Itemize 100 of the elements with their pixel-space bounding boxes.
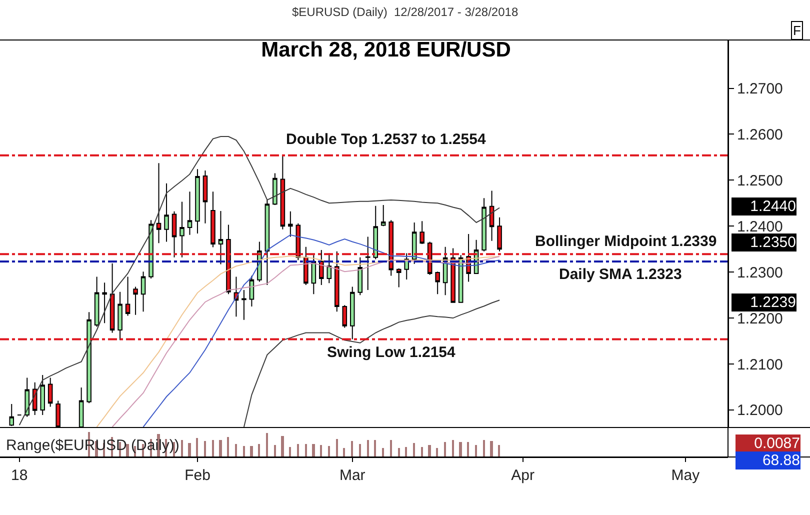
bar: [467, 442, 469, 457]
ref-line-label: Double Top 1.2537 to 1.2554: [286, 131, 486, 148]
y-tick-label: 1.2700: [737, 80, 783, 98]
bar: [398, 448, 400, 457]
chart-title: March 28, 2018 EUR/USD: [261, 38, 511, 62]
bar: [359, 444, 361, 457]
bar: [196, 438, 198, 457]
bar: [274, 445, 276, 457]
ref-line-label: Daily SMA 1.2323: [559, 266, 682, 283]
candlestick: [420, 220, 424, 245]
bar: [475, 445, 477, 457]
candlestick: [118, 291, 122, 341]
bar: [382, 448, 384, 457]
candlestick: [195, 168, 200, 234]
candlestick: [342, 304, 348, 328]
bar: [490, 441, 493, 457]
text: 68.88: [762, 452, 800, 469]
x-tick-label: May: [671, 467, 700, 484]
bar: [428, 445, 431, 457]
candlestick: [94, 276, 100, 328]
x-tick-label: Mar: [339, 467, 366, 484]
candlestick: [218, 210, 224, 265]
bar: [188, 443, 191, 457]
candlestick: [110, 262, 115, 334]
y-tick-label: 1.2500: [737, 172, 783, 190]
candlestick: [32, 382, 38, 416]
candlestick: [202, 170, 208, 224]
candlestick: [264, 199, 270, 286]
candlestick: [164, 182, 169, 242]
candlestick: [156, 162, 162, 244]
y-tick-label: 1.2000: [737, 402, 783, 420]
y-tick-label: 1.2100: [737, 356, 783, 374]
candlestick: [249, 275, 254, 308]
bar: [258, 444, 260, 457]
x-tick-label: Apr: [511, 467, 534, 484]
bar: [266, 433, 268, 457]
candlestick: [288, 210, 293, 238]
bar: [374, 440, 376, 457]
candlestick: [365, 236, 370, 291]
text: 1.2440: [750, 198, 796, 215]
y-tick-label: 1.2400: [737, 218, 783, 236]
candlestick: [48, 377, 53, 408]
bar: [498, 445, 500, 457]
bar: [452, 440, 454, 457]
bar: [351, 441, 353, 457]
candlestick: [489, 190, 494, 242]
bar: [413, 443, 415, 457]
candlestick: [125, 276, 130, 316]
bar: [421, 447, 423, 457]
bar: [227, 437, 229, 457]
y-tick-label: 1.2200: [737, 310, 783, 328]
text: F: [793, 23, 801, 38]
candlestick: [272, 172, 278, 206]
candlestick: [373, 205, 378, 260]
text: 1.2239: [750, 294, 796, 311]
line-series: [142, 234, 500, 427]
bar: [390, 440, 392, 457]
candlestick: [133, 286, 138, 316]
candlestick: [311, 254, 316, 295]
candlestick: [40, 374, 45, 416]
bar: [405, 447, 407, 457]
bar: [204, 441, 206, 457]
ref-line-label: Bollinger Midpoint 1.2339: [535, 233, 717, 250]
bar: [459, 442, 462, 457]
candlestick: [180, 201, 184, 258]
bar: [336, 439, 338, 457]
bar: [181, 440, 183, 457]
bar: [289, 447, 291, 457]
y-tick-label: 1.2300: [737, 264, 783, 282]
bar: [212, 440, 214, 457]
bar: [312, 444, 315, 457]
bar: [297, 444, 299, 457]
bar: [281, 436, 284, 457]
text: 0.0087: [754, 435, 800, 452]
x-tick-label: 18: [11, 467, 28, 484]
bar: [243, 446, 245, 457]
bar: [305, 444, 307, 457]
bar: [250, 446, 253, 457]
bar: [235, 444, 237, 457]
text: 1.2350: [750, 234, 796, 251]
y-tick-label: 1.2600: [737, 126, 783, 144]
candlestick: [86, 312, 92, 404]
candlestick: [326, 252, 332, 284]
bar: [444, 442, 446, 457]
candlestick: [102, 282, 107, 324]
candlestick: [482, 198, 486, 252]
line-series: [243, 300, 500, 427]
candlestick: [380, 204, 386, 227]
bar: [219, 440, 222, 457]
bar: [328, 446, 330, 457]
candlestick: [24, 377, 30, 418]
candlestick: [350, 286, 355, 340]
bar: [343, 448, 345, 457]
candlestick: [396, 268, 402, 288]
candlestick: [435, 271, 440, 295]
bar: [320, 445, 322, 457]
x-tick-label: Feb: [184, 467, 210, 484]
bar: [367, 440, 369, 457]
candlestick: [242, 290, 246, 320]
candlestick: [148, 220, 154, 280]
